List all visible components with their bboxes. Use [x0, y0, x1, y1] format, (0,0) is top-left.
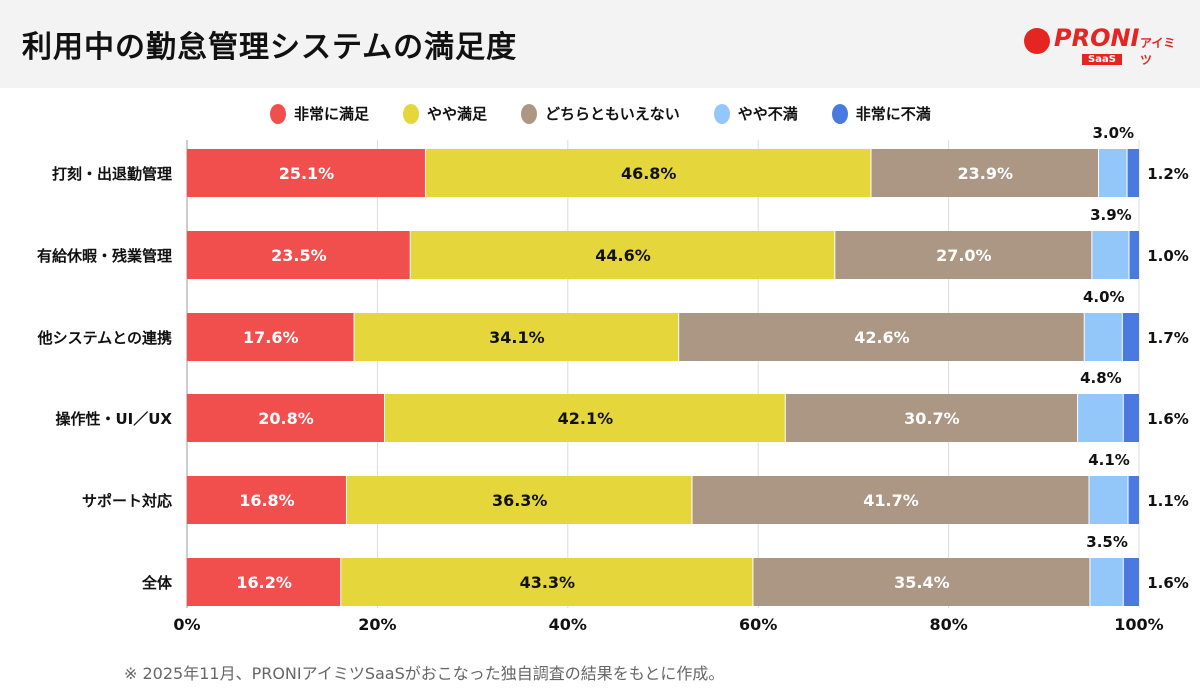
data-label: 17.6% [243, 328, 299, 347]
data-label: 34.1% [489, 328, 545, 347]
data-label: 46.8% [621, 164, 677, 183]
legend-label: 非常に満足 [294, 105, 370, 123]
x-tick-label: 60% [739, 615, 777, 634]
legend: 非常に満足 やや満足 どちらともいえない やや不満 非常に不満 [270, 103, 931, 124]
data-label: 42.6% [854, 328, 910, 347]
data-label: 30.7% [904, 409, 960, 428]
bar-segment [1128, 476, 1139, 524]
bar-segment [187, 394, 385, 442]
data-label: 1.6% [1147, 410, 1189, 428]
legend-label: やや満足 [427, 105, 488, 123]
bar-segment [1090, 558, 1123, 606]
x-tick-label: 40% [549, 615, 587, 634]
category-label: 操作性・UI／UX [55, 410, 172, 428]
bar-segment [1129, 231, 1139, 279]
data-label: 25.1% [279, 164, 335, 183]
bar-segment [1122, 313, 1139, 361]
bar-segment [341, 558, 753, 606]
data-label: 23.9% [957, 164, 1013, 183]
data-label: 1.7% [1147, 329, 1189, 347]
legend-item: やや満足 [403, 103, 487, 124]
data-label: 36.3% [492, 491, 548, 510]
category-label: 全体 [141, 574, 173, 592]
bar-segment [753, 558, 1090, 606]
bar-segment [410, 231, 835, 279]
x-tick-label: 100% [1114, 615, 1163, 634]
bar-segment [187, 231, 410, 279]
bar-segment [187, 476, 346, 524]
legend-swatch [831, 103, 848, 124]
bar-segment [1099, 149, 1127, 197]
data-label: 41.7% [863, 491, 919, 510]
category-label: 有給休暇・残業管理 [37, 247, 172, 265]
data-label: 4.0% [1083, 288, 1125, 306]
data-label: 1.6% [1147, 574, 1189, 592]
data-label: 1.1% [1147, 492, 1189, 510]
legend-swatch [403, 103, 420, 124]
x-tick-label: 20% [358, 615, 396, 634]
x-tick-label: 0% [173, 615, 200, 634]
data-label: 16.8% [239, 491, 295, 510]
footnote: ※ 2025年11月、PRONIアイミツSaaSがおこなった独自調査の結果をもと… [124, 664, 725, 683]
legend-item: やや不満 [713, 103, 798, 124]
data-label: 4.1% [1088, 451, 1130, 469]
bar-segment [187, 313, 354, 361]
pronI-logo: PRONI アイミツ SaaS [1020, 20, 1180, 70]
legend-label: やや不満 [737, 105, 798, 123]
bar-segment [187, 558, 341, 606]
data-label: 23.5% [271, 246, 327, 265]
legend-item: 非常に不満 [831, 103, 931, 124]
data-label: 44.6% [595, 246, 651, 265]
legend-swatch [270, 103, 286, 124]
data-label: 1.0% [1147, 247, 1189, 265]
bar-segment [1092, 231, 1129, 279]
data-label: 27.0% [936, 246, 992, 265]
bar-segment [354, 313, 679, 361]
category-label: サポート対応 [82, 492, 172, 510]
category-label: 他システムとの連携 [37, 329, 172, 347]
bar-segment [835, 231, 1092, 279]
header: 利用中の勤怠管理システムの満足度 PRONI アイミツ SaaS [0, 0, 1200, 88]
bar-segment [1084, 313, 1122, 361]
data-label: 4.8% [1080, 369, 1122, 387]
data-label: 42.1% [558, 409, 614, 428]
data-label: 43.3% [520, 573, 576, 592]
bar-segment [346, 476, 692, 524]
bar-segment [1123, 394, 1139, 442]
data-label: 16.2% [236, 573, 292, 592]
legend-swatch [713, 103, 730, 124]
x-tick-label: 80% [929, 615, 967, 634]
bar-segment [785, 394, 1078, 442]
data-label: 20.8% [258, 409, 314, 428]
legend-swatch [521, 103, 538, 124]
legend-label: どちらともいえない [545, 105, 680, 123]
bar-segment [385, 394, 785, 442]
bar-segment [1127, 149, 1139, 197]
bar-segment [679, 313, 1084, 361]
bar-segment [1123, 558, 1139, 606]
data-label: 3.0% [1092, 124, 1134, 142]
data-label: 3.9% [1090, 206, 1132, 224]
page-title: 利用中の勤怠管理システムの満足度 [22, 30, 518, 65]
legend-item: 非常に満足 [270, 103, 369, 124]
data-label: 1.2% [1147, 165, 1189, 183]
bar-segment [1078, 394, 1123, 442]
legend-item: どちらともいえない [521, 103, 680, 124]
data-label: 35.4% [894, 573, 950, 592]
bar-segment [187, 149, 425, 197]
bar-segment [1089, 476, 1128, 524]
logo-mark-icon [1024, 28, 1050, 54]
category-label: 打刻・出退勤管理 [52, 165, 172, 183]
bar-segment [425, 149, 871, 197]
legend-label: 非常に不満 [855, 105, 931, 123]
bar-segment [871, 149, 1099, 197]
bar-segment [692, 476, 1089, 524]
data-label: 3.5% [1086, 533, 1128, 551]
